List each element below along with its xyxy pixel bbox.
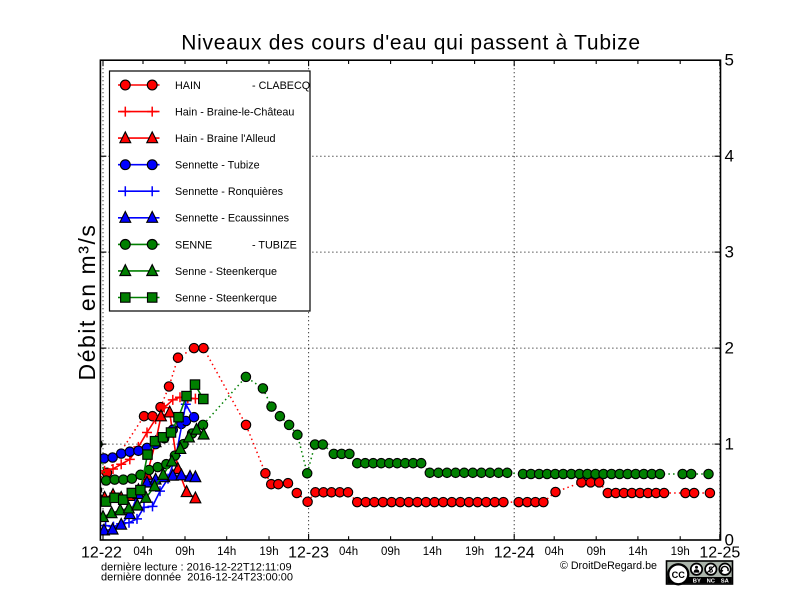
svg-text:3: 3 bbox=[725, 242, 734, 261]
svg-text:14h: 14h bbox=[628, 546, 647, 558]
svg-text:14h: 14h bbox=[423, 546, 442, 558]
svg-text:Senne - Steenkerque: Senne - Steenkerque bbox=[175, 292, 277, 304]
svg-text:Niveaux des cours d'eau qui pa: Niveaux des cours d'eau qui passent à Tu… bbox=[181, 32, 640, 55]
svg-text:SA: SA bbox=[721, 579, 730, 585]
svg-text:© DroitDeRegard.be: © DroitDeRegard.be bbox=[560, 560, 657, 572]
svg-text:Hain - Braine l'Alleud: Hain - Braine l'Alleud bbox=[175, 133, 275, 145]
svg-text:19h: 19h bbox=[259, 546, 278, 558]
svg-text:Senne - Steenkerque: Senne - Steenkerque bbox=[175, 266, 277, 278]
svg-text:19h: 19h bbox=[671, 546, 690, 558]
svg-text:CC: CC bbox=[672, 570, 686, 580]
svg-text:dernière donnée 2016-12-24T23: dernière donnée 2016-12-24T23:00:00 bbox=[101, 572, 293, 584]
svg-text:04h: 04h bbox=[133, 546, 152, 558]
svg-text:04h: 04h bbox=[545, 546, 564, 558]
svg-text:Sennette - Ronquières: Sennette - Ronquières bbox=[175, 186, 284, 198]
svg-text:- CLABECQ: - CLABECQ bbox=[252, 80, 310, 92]
svg-text:04h: 04h bbox=[339, 546, 358, 558]
svg-text:09h: 09h bbox=[175, 546, 194, 558]
svg-text:- TUBIZE: - TUBIZE bbox=[252, 239, 297, 251]
svg-text:NC: NC bbox=[707, 579, 716, 585]
svg-text:Sennette - Ecaussinnes: Sennette - Ecaussinnes bbox=[175, 213, 290, 225]
svg-text:dernière lecture : 2016-12-22T: dernière lecture : 2016-12-22T12:11:09 bbox=[101, 562, 292, 574]
svg-text:Débit en m³/s: Débit en m³/s bbox=[74, 224, 100, 381]
svg-text:12-22: 12-22 bbox=[81, 545, 122, 562]
svg-text:19h: 19h bbox=[465, 546, 484, 558]
svg-text:12-23: 12-23 bbox=[288, 545, 329, 562]
svg-text:12-25: 12-25 bbox=[699, 545, 740, 562]
svg-text:1: 1 bbox=[725, 434, 734, 453]
svg-text:14h: 14h bbox=[217, 546, 236, 558]
svg-text:4: 4 bbox=[725, 147, 734, 166]
svg-text:HAIN: HAIN bbox=[175, 80, 201, 92]
svg-text:5: 5 bbox=[725, 51, 734, 70]
svg-text:Hain - Braine-le-Château: Hain - Braine-le-Château bbox=[175, 107, 294, 119]
svg-text:SENNE: SENNE bbox=[175, 239, 212, 251]
svg-text:12-24: 12-24 bbox=[494, 545, 535, 562]
svg-text:09h: 09h bbox=[381, 546, 400, 558]
svg-text:2: 2 bbox=[725, 338, 734, 357]
svg-text:$: $ bbox=[709, 565, 714, 574]
svg-text:BY: BY bbox=[693, 579, 701, 585]
svg-text:09h: 09h bbox=[587, 546, 606, 558]
svg-text:0: 0 bbox=[725, 530, 734, 549]
svg-text:Sennette - Tubize: Sennette - Tubize bbox=[175, 160, 260, 172]
